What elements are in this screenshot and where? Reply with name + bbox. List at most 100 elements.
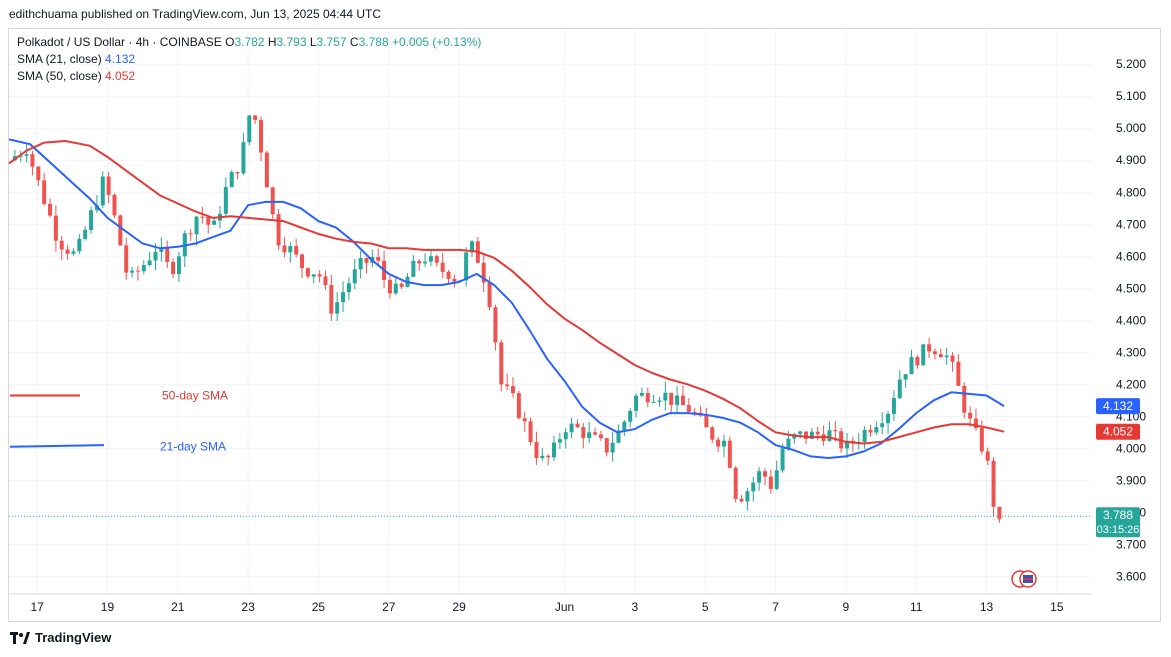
candle-body (522, 418, 527, 422)
open-label: O (225, 35, 235, 49)
sma21-row[interactable]: SMA (21, close) 4.132 (17, 51, 481, 68)
candle-body (710, 427, 715, 440)
candle-body (528, 421, 533, 442)
candle-body (100, 176, 105, 206)
candle-body (880, 423, 885, 428)
candle-body (546, 455, 551, 458)
candle-body (721, 440, 726, 447)
candle-body (393, 283, 398, 294)
y-tick-label: 4.600 (1116, 249, 1146, 263)
y-tick-label: 4.300 (1116, 345, 1146, 359)
candle-body (540, 455, 545, 459)
sma21-line (8, 138, 1005, 460)
y-tick-label: 5.000 (1116, 121, 1146, 135)
y-tick-label: 3.700 (1116, 537, 1146, 551)
candle-body (809, 431, 814, 440)
candle-body (270, 187, 275, 215)
candle-body (680, 395, 685, 406)
candle-body (376, 257, 381, 261)
candle-body (288, 246, 293, 253)
sma21-label: SMA (21, close) (17, 52, 102, 66)
x-tick-label: 29 (452, 600, 466, 614)
x-tick-label: 25 (312, 600, 326, 614)
tradingview-footer[interactable]: TradingView (10, 630, 111, 645)
sma50-line (8, 139, 1005, 445)
candle-body (968, 412, 973, 419)
candle-body (141, 265, 146, 272)
candle-body (610, 442, 615, 453)
chart-frame (8, 28, 1161, 622)
sma21-price-tag (1096, 398, 1140, 415)
y-tick-label: 5.200 (1116, 57, 1146, 71)
candle-body (464, 252, 469, 281)
candle-body (704, 415, 709, 428)
candle-body (862, 429, 867, 442)
candle-body (130, 270, 135, 273)
candle-body (745, 491, 750, 502)
candle-body (604, 438, 609, 453)
y-tick-label: 4.400 (1116, 313, 1146, 327)
candle-body (48, 203, 53, 216)
candle-body (364, 258, 369, 263)
symbol-title[interactable]: Polkadot / US Dollar · 4h · COINBASE (17, 35, 222, 49)
candle-body (927, 344, 932, 352)
x-tick-label: 7 (772, 600, 779, 614)
candle-body (751, 482, 756, 492)
candle-body (991, 460, 996, 507)
candle-body (534, 441, 539, 459)
sma50-row[interactable]: SMA (50, close) 4.052 (17, 68, 481, 85)
x-tick-label: Jun (555, 600, 574, 614)
candle-body (434, 256, 439, 263)
candle-body (446, 271, 451, 279)
candle-body (932, 351, 937, 355)
last-price-text: 3.788 (1103, 508, 1133, 522)
candle-body (505, 384, 510, 387)
sma50-label: SMA (50, close) (17, 69, 102, 83)
x-tick-label: 21 (171, 600, 185, 614)
candle-body (833, 430, 838, 432)
candle-body (786, 438, 791, 449)
y-tick-label: 5.100 (1116, 89, 1146, 103)
candle-body (499, 342, 504, 385)
candle-body (194, 216, 199, 235)
candle-body (815, 431, 820, 435)
annotation-line (9, 444, 105, 448)
candle-body (276, 214, 281, 246)
x-tick-label: 13 (980, 600, 994, 614)
candle-body (253, 115, 258, 120)
candle-body (399, 283, 404, 287)
candle-body (669, 392, 674, 405)
candle-body (622, 421, 627, 431)
candle-body (774, 470, 779, 489)
candle-body (757, 471, 762, 483)
candle-body (423, 261, 428, 264)
candle-body (300, 254, 305, 269)
x-tick-label: 9 (843, 600, 850, 614)
candle-body (827, 430, 832, 441)
candle-body (510, 386, 515, 394)
candle-body (159, 247, 164, 252)
sma50-price-text: 4.052 (1103, 425, 1133, 439)
candle-body (915, 357, 920, 366)
candle-body (428, 256, 433, 262)
candle-body (124, 245, 129, 273)
candle-body (241, 142, 246, 174)
candle-body (176, 256, 181, 275)
candle-body (153, 251, 158, 261)
candle-body (258, 119, 263, 153)
candle-body (335, 302, 340, 314)
candle-body (94, 205, 99, 211)
change-value: +0.005 (+0.13%) (391, 35, 482, 49)
candle-body (147, 260, 152, 266)
candle-body (739, 498, 744, 502)
y-tick-label: 4.000 (1116, 441, 1146, 455)
candle-body (282, 245, 287, 253)
sma21-price-text: 4.132 (1103, 399, 1133, 413)
candle-body (171, 261, 176, 275)
candle-body (563, 432, 568, 440)
candle-body (634, 395, 639, 411)
candle-body (804, 431, 809, 440)
last-price-tag (1096, 507, 1140, 538)
candle-body (200, 216, 205, 218)
